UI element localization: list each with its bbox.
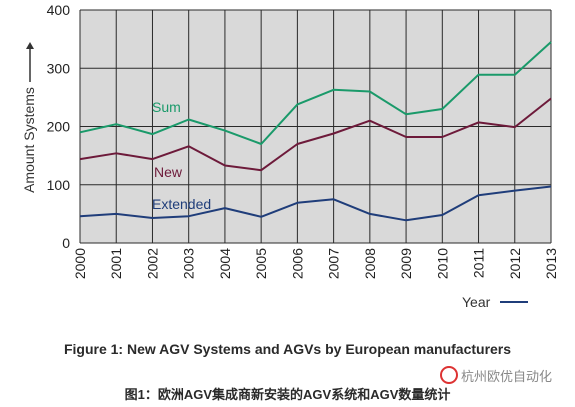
figure-caption: Figure 1: New AGV Systems and AGVs by Eu… bbox=[63, 341, 512, 357]
series-line-new bbox=[79, 97, 552, 172]
x-tick-label: 2001 bbox=[108, 248, 124, 279]
series-label-new: New bbox=[154, 164, 183, 180]
x-tick-label: 2008 bbox=[362, 248, 378, 279]
weibo-icon bbox=[440, 366, 458, 384]
series-lines bbox=[79, 41, 552, 222]
series-label-sum: Sum bbox=[152, 99, 181, 115]
x-tick-label: 2006 bbox=[289, 248, 305, 279]
grid-lines bbox=[79, 9, 552, 244]
x-tick-label: 2004 bbox=[217, 248, 233, 279]
series-line-extended bbox=[79, 185, 552, 222]
x-tick-label: 2013 bbox=[543, 248, 559, 279]
y-tick-labels: 0 100 200 300 400 bbox=[47, 2, 71, 251]
x-tick-label: 2011 bbox=[471, 248, 487, 278]
x-tick-label: 2010 bbox=[434, 248, 450, 279]
x-tick-label: 2007 bbox=[326, 248, 342, 279]
figure-caption-chinese: 图1：欧洲AGV集成商新安装的AGV系统和AGV数量统计 bbox=[124, 387, 451, 402]
watermark-text: 杭州欧优自动化 bbox=[461, 369, 553, 384]
x-tick-label: 2000 bbox=[72, 248, 88, 279]
series-label-extended: Extended bbox=[152, 196, 211, 212]
x-axis-label: Year bbox=[462, 294, 491, 310]
y-tick-label: 300 bbox=[47, 60, 71, 76]
x-tick-label: 2003 bbox=[181, 248, 197, 279]
x-tick-label: 2005 bbox=[253, 248, 269, 279]
y-axis-arrowhead bbox=[26, 42, 34, 49]
x-tick-labels: 2000 2001 2002 2003 2004 2005 2006 2007 2008 2009… bbox=[72, 248, 559, 279]
watermark: 杭州欧优自动化 bbox=[440, 366, 552, 385]
series-line-sum bbox=[79, 41, 552, 145]
x-tick-label: 2002 bbox=[144, 248, 160, 279]
y-axis-label: Amount Systems bbox=[21, 87, 37, 193]
y-tick-label: 0 bbox=[62, 235, 70, 251]
y-tick-label: 100 bbox=[47, 177, 71, 193]
y-tick-label: 200 bbox=[47, 119, 71, 135]
series-labels: Sum New Extended bbox=[152, 99, 211, 212]
x-tick-label: 2009 bbox=[398, 248, 414, 279]
x-tick-label: 2012 bbox=[507, 248, 523, 279]
y-tick-label: 400 bbox=[47, 2, 71, 18]
